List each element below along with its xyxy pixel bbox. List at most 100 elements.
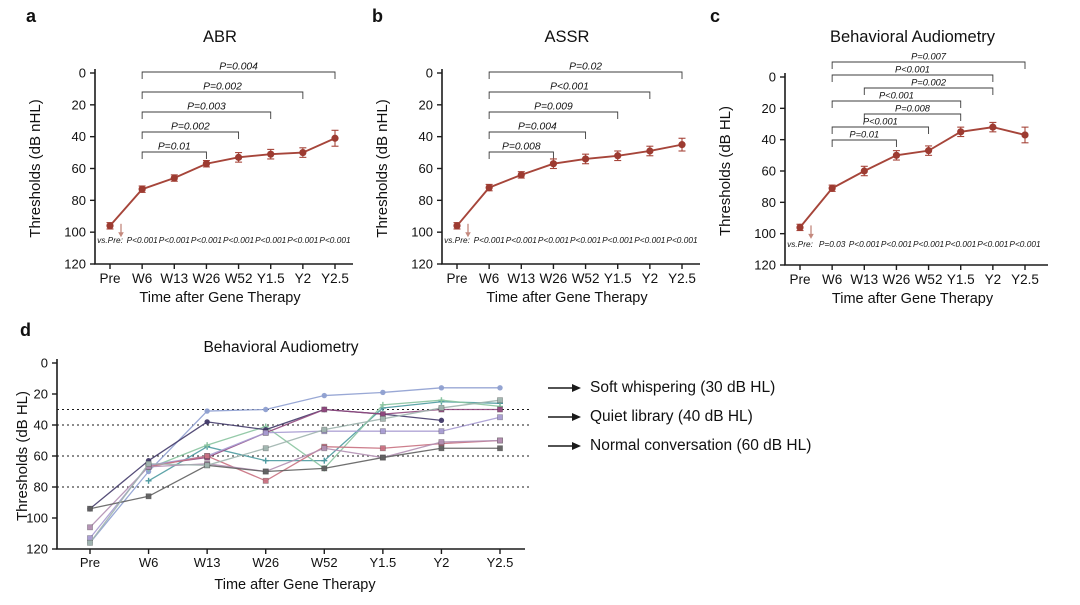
data-point [204,453,211,459]
svg-text:W6: W6 [479,271,499,286]
data-point [1021,131,1029,139]
legend-label: Soft whispering (30 dB HL) [590,379,776,396]
data-point [438,404,445,411]
data-point [299,148,307,157]
data-point [438,428,445,435]
data-point [170,174,178,182]
svg-text:0: 0 [426,66,433,81]
data-point [796,223,804,231]
data-point [145,493,152,500]
svg-text:P<0.001: P<0.001 [191,235,222,245]
svg-text:P<0.001: P<0.001 [879,91,914,101]
data-point [106,222,114,230]
behavioral-audiometry-individual-chart: 0 20 40 60 80 100 120 Pre W6 W13 W26 W52 Y1.5 Y2 Y2.5 T… [14,339,532,593]
svg-text:20: 20 [762,101,776,116]
svg-text:Y2.5: Y2.5 [668,271,696,286]
svg-text:P=0.002: P=0.002 [203,82,242,93]
svg-text:P<0.001: P<0.001 [895,65,930,75]
data-point [204,462,211,469]
svg-text:W26: W26 [193,271,221,286]
svg-text:W13: W13 [194,555,221,570]
svg-text:Time after Gene Therapy: Time after Gene Therapy [139,290,301,306]
svg-text:80: 80 [34,480,48,495]
legend: Soft whispering (30 dB HL) Quiet library… [548,378,811,465]
data-point [379,454,386,461]
data-point [517,171,525,179]
svg-text:P=0.008: P=0.008 [502,142,541,153]
data-point [379,415,386,422]
svg-text:P<0.001: P<0.001 [881,239,912,249]
data-point [581,155,590,163]
svg-text:Pre: Pre [446,271,467,286]
data-point [497,406,503,413]
abr-chart: 0 20 40 60 80 100 120 Pre W6 W13 W26 W52 Y1.5 Y2 Y2.5 T… [27,28,353,306]
svg-text:Pre: Pre [789,272,810,287]
svg-text:120: 120 [411,257,433,272]
data-point [262,477,269,484]
data-point [497,385,503,391]
svg-text:W26: W26 [540,271,568,286]
svg-text:W6: W6 [132,271,152,286]
svg-text:P=0.004: P=0.004 [219,62,258,73]
svg-text:ASSR: ASSR [545,28,590,46]
right-arrow-icon [548,413,581,421]
panel-label-d: d [20,320,31,340]
svg-text:Y1.5: Y1.5 [947,272,975,287]
svg-text:P=0.002: P=0.002 [911,78,947,88]
svg-text:Y2.5: Y2.5 [1011,272,1039,287]
svg-text:100: 100 [754,226,776,241]
svg-text:20: 20 [34,387,48,402]
data-point [379,428,386,435]
data-point [438,445,445,452]
svg-text:P<0.001: P<0.001 [538,235,569,245]
panel-b: 0 20 40 60 80 100 120 Pre W6 W13 W26 W52 Y1.5 Y2 Y2.5 T… [367,0,715,323]
svg-text:Y2: Y2 [642,271,659,286]
right-arrow-icon [548,384,581,392]
svg-text:P<0.001: P<0.001 [474,235,505,245]
panel-label-b: b [372,6,383,26]
data-point [892,151,901,159]
data-point [860,167,868,175]
svg-text:Y2: Y2 [433,555,449,570]
svg-text:P<0.001: P<0.001 [319,235,350,245]
svg-text:P=0.004: P=0.004 [518,122,557,133]
svg-text:80: 80 [72,193,86,208]
data-point [263,406,269,413]
legend-label: Quiet library (40 dB HL) [590,408,753,425]
svg-text:Y2.5: Y2.5 [487,555,514,570]
panel-c: 0 20 40 60 80 100 120 Pre W6 W13 W26 W52 Y1.5 Y2 Y2.5 T… [710,0,1070,323]
data-point [145,460,152,467]
svg-text:P<0.001: P<0.001 [550,82,589,93]
svg-text:W26: W26 [252,555,279,570]
svg-text:40: 40 [419,129,433,144]
panel-label-c: c [710,6,721,26]
svg-text:0: 0 [769,70,776,85]
svg-text:P<0.001: P<0.001 [602,235,633,245]
svg-text:100: 100 [26,511,48,526]
svg-text:P=0.008: P=0.008 [895,104,931,114]
data-point [379,445,386,452]
legend-item-normal-conversation: Normal conversation (60 dB HL) [548,436,811,456]
svg-text:P<0.001: P<0.001 [849,239,880,249]
data-point [438,385,445,391]
data-point [321,465,328,472]
behavioral-audiometry-mean-chart: 0 20 40 60 80 100 120 Pre W6 W13 W26 W52 Y1.5 Y2 Y2.5 T… [717,28,1048,307]
svg-text:60: 60 [72,161,86,176]
legend-item-soft-whispering: Soft whispering (30 dB HL) [548,378,811,398]
svg-text:Thresholds (dB HL): Thresholds (dB HL) [717,106,734,236]
data-point [989,123,997,131]
data-point [321,426,328,433]
data-point [204,419,210,425]
svg-text:P<0.001: P<0.001 [255,235,286,245]
data-point [267,150,275,158]
data-point [438,417,445,424]
svg-text:20: 20 [72,97,86,112]
svg-text:Pre: Pre [99,271,120,286]
svg-text:60: 60 [762,164,776,179]
data-point [497,414,503,421]
svg-text:Behavioral Audiometry: Behavioral Audiometry [830,28,996,46]
data-point [453,222,461,230]
panel-d: 0 20 40 60 80 100 120 Pre W6 W13 W26 W52 Y1.5 Y2 Y2.5 T… [10,330,565,605]
svg-text:P<0.001: P<0.001 [945,239,976,249]
svg-text:Thresholds (dB HL): Thresholds (dB HL) [14,391,31,521]
